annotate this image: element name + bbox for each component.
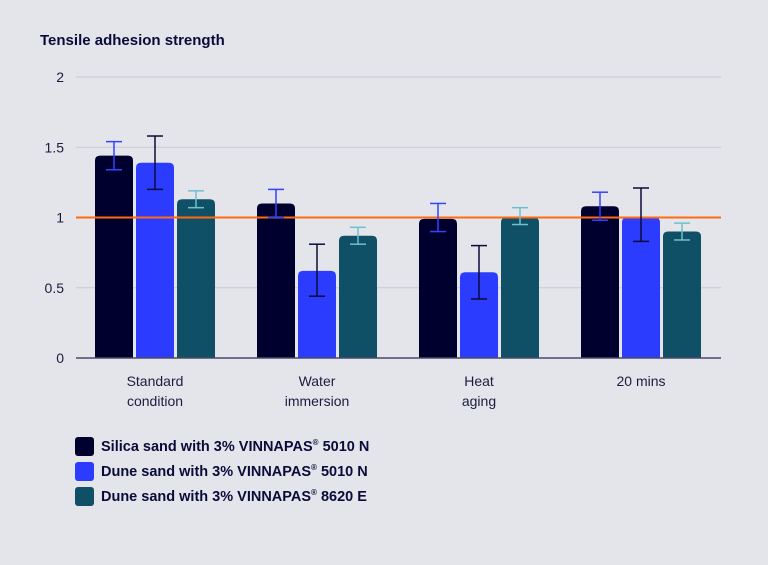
- error-bar: [592, 191, 608, 222]
- x-category-label: Water: [299, 373, 336, 389]
- error-bar: [268, 188, 284, 219]
- bar: [663, 231, 701, 358]
- legend: Silica sand with 3% VINNAPAS® 5010 N Dun…: [75, 434, 369, 509]
- legend-item: Silica sand with 3% VINNAPAS® 5010 N: [75, 434, 369, 459]
- legend-label: Silica sand with 3% VINNAPAS® 5010 N: [101, 438, 370, 455]
- x-category-label: aging: [462, 393, 496, 409]
- bar: [622, 217, 660, 358]
- bar: [177, 199, 215, 358]
- y-tick-label: 0.5: [45, 280, 65, 296]
- y-tick-label: 0: [56, 350, 64, 366]
- error-bar: [106, 140, 122, 171]
- error-bar: [512, 206, 528, 226]
- legend-label: Dune sand with 3% VINNAPAS® 5010 N: [101, 463, 368, 480]
- legend-label: Dune sand with 3% VINNAPAS® 8620 E: [101, 488, 367, 505]
- bar: [501, 217, 539, 358]
- error-bar: [471, 244, 487, 300]
- x-category-label: Heat: [464, 373, 494, 389]
- bar: [419, 218, 457, 358]
- error-bars: [106, 135, 690, 300]
- error-bar: [430, 202, 446, 233]
- bar: [95, 155, 133, 358]
- legend-swatch: [75, 437, 94, 456]
- x-category-label: Standard: [127, 373, 184, 389]
- error-bar: [633, 187, 649, 243]
- x-category-label: immersion: [285, 393, 350, 409]
- legend-swatch: [75, 462, 94, 481]
- error-bar: [674, 222, 690, 241]
- legend-item: Dune sand with 3% VINNAPAS® 8620 E: [75, 484, 369, 509]
- y-tick-label: 1: [56, 210, 64, 226]
- bar: [298, 270, 336, 358]
- legend-item: Dune sand with 3% VINNAPAS® 5010 N: [75, 459, 369, 484]
- x-category-label: 20 mins: [616, 373, 665, 389]
- bar: [136, 162, 174, 358]
- bar: [460, 272, 498, 358]
- y-tick-label: 2: [56, 69, 64, 85]
- x-axis-categories: Standard condition Water immersion Heat aging…: [127, 373, 666, 409]
- bar: [339, 235, 377, 358]
- x-category-label: condition: [127, 393, 183, 409]
- bar: [257, 203, 295, 358]
- error-bar: [309, 243, 325, 297]
- error-bar: [350, 226, 366, 245]
- legend-swatch: [75, 487, 94, 506]
- bar: [581, 206, 619, 358]
- chart-title: Tensile adhesion strength: [40, 32, 225, 49]
- y-tick-label: 1.5: [45, 139, 65, 155]
- bars: [95, 155, 701, 358]
- y-axis-ticks: 0 0.5 1 1.5 2: [45, 69, 65, 366]
- error-bar: [188, 190, 204, 209]
- error-bar: [147, 135, 163, 191]
